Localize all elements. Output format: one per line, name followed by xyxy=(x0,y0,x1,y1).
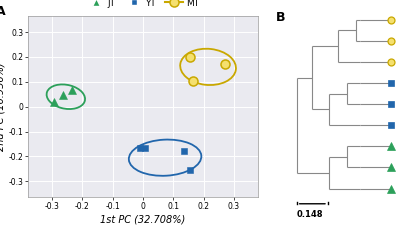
Y-axis label: 2nd PC (16.956%): 2nd PC (16.956%) xyxy=(0,62,6,151)
Legend: JT, YT, MT: JT, YT, MT xyxy=(83,0,203,11)
Text: B: B xyxy=(276,11,286,24)
X-axis label: 1st PC (32.708%): 1st PC (32.708%) xyxy=(100,214,186,224)
Text: 0.148: 0.148 xyxy=(297,210,323,219)
Text: A: A xyxy=(0,5,6,18)
